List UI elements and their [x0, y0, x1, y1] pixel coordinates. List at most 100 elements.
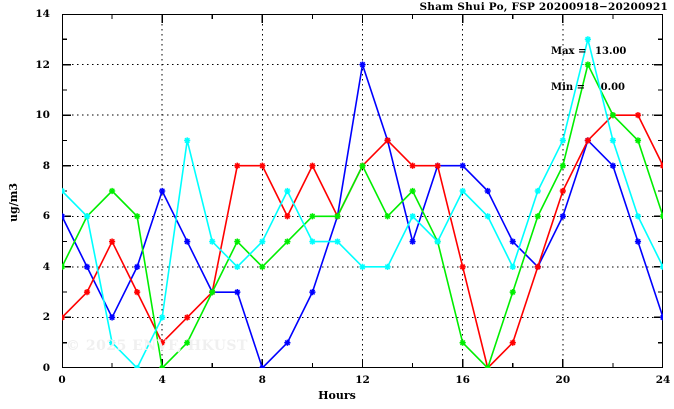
data-point [609, 112, 617, 119]
data-point [559, 187, 566, 195]
data-point [359, 263, 366, 270]
data-point [484, 364, 491, 368]
data-point [83, 213, 91, 220]
data-point [659, 162, 663, 169]
data-point [284, 238, 291, 245]
data-point [409, 238, 416, 245]
data-point [184, 137, 191, 144]
data-point [659, 263, 663, 270]
x-tick-label: 12 [355, 374, 370, 386]
data-point [509, 339, 516, 346]
data-point [234, 162, 241, 169]
y-tick-label: 12 [35, 58, 50, 71]
data-point [234, 238, 241, 245]
legend-min-row: Min = 0.00 [551, 82, 626, 94]
data-point [509, 289, 516, 296]
data-point [559, 162, 566, 169]
y-axis-label: ug/m3 [7, 183, 20, 222]
data-point [459, 339, 466, 346]
data-point [409, 187, 416, 195]
data-point [134, 213, 141, 220]
data-point [159, 364, 166, 368]
data-point [62, 187, 66, 195]
data-point [159, 187, 166, 195]
x-tick-label: 4 [158, 374, 166, 386]
data-point [309, 238, 316, 245]
data-point [559, 213, 566, 220]
y-tick-label: 2 [42, 311, 50, 324]
data-point [584, 137, 591, 144]
data-point [534, 263, 541, 270]
data-point [259, 238, 266, 245]
data-point [659, 314, 663, 321]
data-point [309, 289, 316, 296]
data-point [384, 213, 391, 220]
data-point [359, 61, 366, 68]
data-point [459, 162, 466, 169]
data-point [209, 238, 216, 245]
data-point [62, 263, 66, 270]
data-point [459, 187, 466, 195]
data-point [534, 213, 541, 220]
data-point [534, 187, 541, 195]
data-point [284, 213, 291, 220]
data-point [209, 289, 216, 296]
x-tick-label: 24 [655, 374, 671, 386]
data-point [334, 238, 341, 245]
y-tick-label: 0 [42, 362, 50, 374]
data-point [434, 238, 441, 245]
data-point [159, 314, 166, 321]
y-tick-label: 10 [35, 109, 50, 122]
page-title: Sham Shui Po, FSP 20200918−20200921 [419, 1, 668, 13]
data-point [309, 213, 316, 220]
data-point [134, 289, 141, 296]
data-point [609, 162, 617, 169]
data-point [259, 263, 266, 270]
data-point [459, 263, 466, 270]
data-point [584, 61, 591, 68]
x-tick-label: 20 [555, 374, 571, 386]
series-4 [62, 36, 663, 368]
x-tick-label: 16 [455, 374, 470, 386]
data-point [234, 289, 241, 296]
data-point [83, 263, 91, 270]
plot-canvas [62, 14, 663, 368]
data-point [584, 36, 591, 43]
data-point [634, 137, 642, 144]
legend-max-value: 13.00 [595, 46, 627, 57]
data-point [62, 314, 66, 321]
x-tick-label: 0 [58, 374, 66, 386]
data-point [309, 162, 316, 169]
data-point [409, 162, 416, 169]
legend-max-label: Max = [551, 46, 587, 57]
data-point [259, 162, 266, 169]
data-point [108, 238, 116, 245]
y-tick-label: 8 [42, 159, 50, 172]
data-point [159, 339, 166, 346]
legend-min-label: Min = [551, 82, 585, 93]
data-point [62, 213, 66, 220]
y-tick-label: 14 [35, 8, 50, 20]
legend-min-value: 0.00 [600, 82, 625, 93]
data-point [284, 187, 291, 195]
data-point [384, 137, 391, 144]
data-point [108, 314, 116, 321]
y-tick-label: 6 [42, 210, 50, 223]
data-point [509, 263, 516, 270]
data-point [108, 187, 116, 195]
data-point [134, 364, 141, 368]
data-point [634, 112, 642, 119]
data-point [334, 213, 341, 220]
data-point [284, 339, 291, 346]
data-point [434, 162, 441, 169]
data-point [134, 263, 141, 270]
legend-box: Max = 13.00 Min = 0.00 [551, 22, 626, 118]
legend-max-row: Max = 13.00 [551, 46, 626, 58]
data-point [484, 213, 491, 220]
x-axis-label: Hours [318, 389, 356, 402]
data-point [83, 289, 91, 296]
data-point [609, 137, 617, 144]
data-point [108, 339, 116, 346]
data-point [634, 238, 642, 245]
